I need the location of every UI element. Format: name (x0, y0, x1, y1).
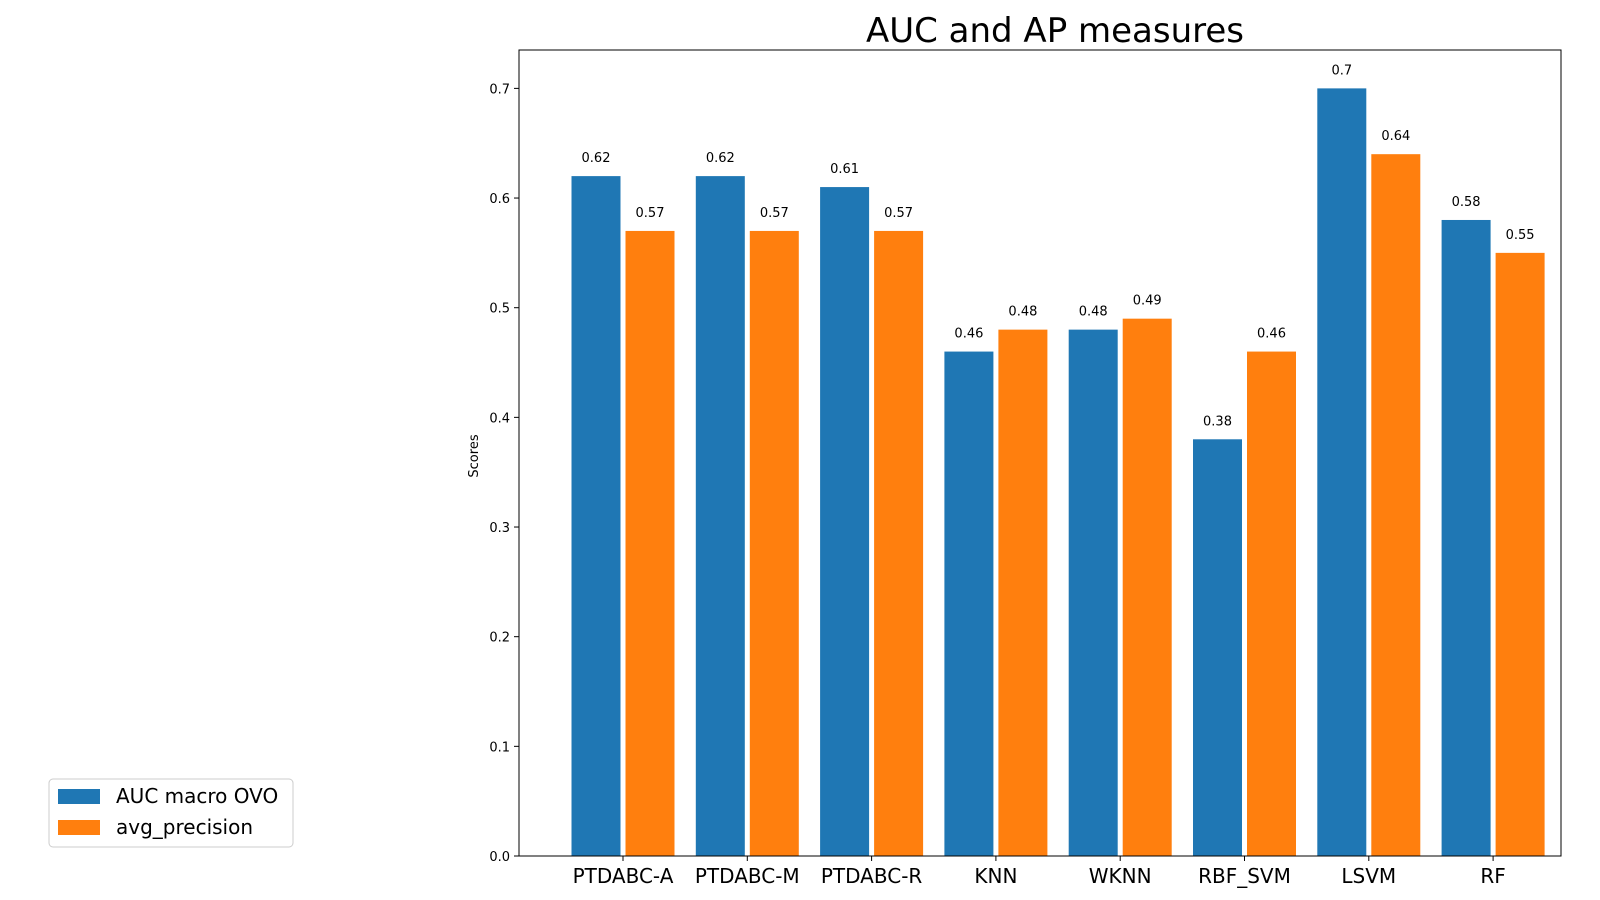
bar-auc (820, 187, 870, 856)
y-tick-label: 0.3 (489, 521, 510, 536)
legend-swatch-ap (58, 820, 100, 835)
plot-frame (518, 49, 1562, 857)
y-tick-label: 0.0 (489, 850, 510, 865)
legend-label-ap: avg_precision (116, 815, 253, 839)
bar-value-label: 0.57 (884, 206, 913, 221)
bar-value-label: 0.55 (1506, 228, 1535, 243)
plot-area: 0.0 0.1 0.2 0.3 0.4 0.5 0.6 0.7 0.62 0.57 PTDABC-A… (489, 63, 1545, 888)
x-tick-label: LSVM (1341, 864, 1396, 888)
legend-label-auc: AUC macro OVO (116, 784, 278, 808)
bar-value-label: 0.57 (760, 206, 789, 221)
bar-value-label: 0.64 (1381, 129, 1410, 144)
bar-value-label: 0.48 (1079, 305, 1108, 320)
y-tick-label: 0.5 (489, 302, 510, 317)
y-tick-label: 0.4 (489, 411, 510, 426)
bar-value-label: 0.46 (1257, 327, 1286, 342)
bar-ap (1122, 318, 1172, 857)
bar-value-label: 0.58 (1452, 195, 1481, 210)
legend-box (48, 778, 294, 848)
bar-value-label: 0.57 (636, 206, 665, 221)
bar-ap (625, 230, 675, 856)
bar-ap (998, 329, 1048, 856)
bar-auc (944, 351, 994, 856)
y-tick-label: 0.2 (489, 631, 510, 646)
bar-value-label: 0.62 (706, 151, 735, 166)
legend: AUC macro OVO avg_precision (48, 778, 294, 848)
bar-value-label: 0.7 (1331, 63, 1352, 78)
bar-ap (1495, 252, 1545, 857)
bar-auc (571, 176, 621, 857)
bar-auc (695, 176, 745, 857)
bar-value-label: 0.38 (1203, 414, 1232, 429)
x-tick-label: KNN (974, 864, 1017, 888)
bar-value-label: 0.46 (954, 327, 983, 342)
x-tick-label: PTDABC-A (573, 864, 674, 888)
y-tick-label: 0.1 (489, 740, 510, 755)
bar-auc (1193, 439, 1242, 856)
x-tick-label: RBF_SVM (1198, 864, 1291, 888)
chart-title: AUC and AP measures (866, 11, 1244, 51)
bar-value-label: 0.48 (1008, 305, 1037, 320)
bar-value-label: 0.62 (582, 151, 611, 166)
bar-ap (874, 230, 924, 856)
bar-ap (1247, 351, 1296, 856)
bar-ap (1371, 154, 1421, 856)
bar-value-label: 0.61 (830, 162, 859, 177)
legend-swatch-auc (58, 789, 100, 804)
x-tick-label: RF (1480, 864, 1505, 888)
x-tick-label: PTDABC-R (821, 864, 923, 888)
bar-ap (749, 230, 799, 856)
x-tick-label: PTDABC-M (695, 864, 800, 888)
y-tick-label: 0.6 (489, 192, 510, 207)
bar-auc (1068, 329, 1118, 856)
x-tick-label: WKNN (1089, 864, 1152, 888)
bar-auc (1441, 219, 1491, 857)
bar-auc (1317, 88, 1367, 856)
y-tick-label: 0.7 (489, 82, 510, 97)
bar-value-label: 0.49 (1133, 294, 1162, 309)
y-axis-label: Scores (467, 434, 482, 477)
